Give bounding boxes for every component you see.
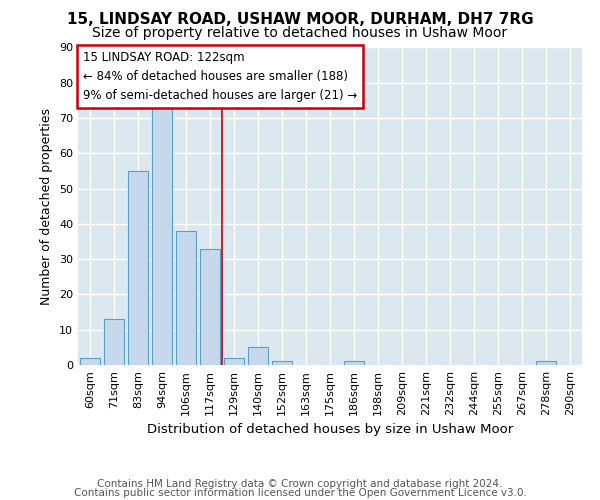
Bar bbox=[224, 358, 244, 365]
Bar bbox=[176, 231, 196, 365]
Text: Contains public sector information licensed under the Open Government Licence v3: Contains public sector information licen… bbox=[74, 488, 526, 498]
Text: Size of property relative to detached houses in Ushaw Moor: Size of property relative to detached ho… bbox=[92, 26, 508, 40]
Y-axis label: Number of detached properties: Number of detached properties bbox=[40, 108, 53, 304]
Bar bbox=[344, 362, 364, 365]
Bar bbox=[152, 100, 172, 365]
Text: 15 LINDSAY ROAD: 122sqm
← 84% of detached houses are smaller (188)
9% of semi-de: 15 LINDSAY ROAD: 122sqm ← 84% of detache… bbox=[83, 50, 357, 102]
Bar bbox=[128, 171, 148, 365]
Text: 15, LINDSAY ROAD, USHAW MOOR, DURHAM, DH7 7RG: 15, LINDSAY ROAD, USHAW MOOR, DURHAM, DH… bbox=[67, 12, 533, 27]
Bar bbox=[104, 319, 124, 365]
Bar bbox=[200, 248, 220, 365]
Bar bbox=[272, 362, 292, 365]
X-axis label: Distribution of detached houses by size in Ushaw Moor: Distribution of detached houses by size … bbox=[147, 424, 513, 436]
Text: Contains HM Land Registry data © Crown copyright and database right 2024.: Contains HM Land Registry data © Crown c… bbox=[97, 479, 503, 489]
Bar bbox=[80, 358, 100, 365]
Bar bbox=[248, 348, 268, 365]
Bar bbox=[536, 362, 556, 365]
